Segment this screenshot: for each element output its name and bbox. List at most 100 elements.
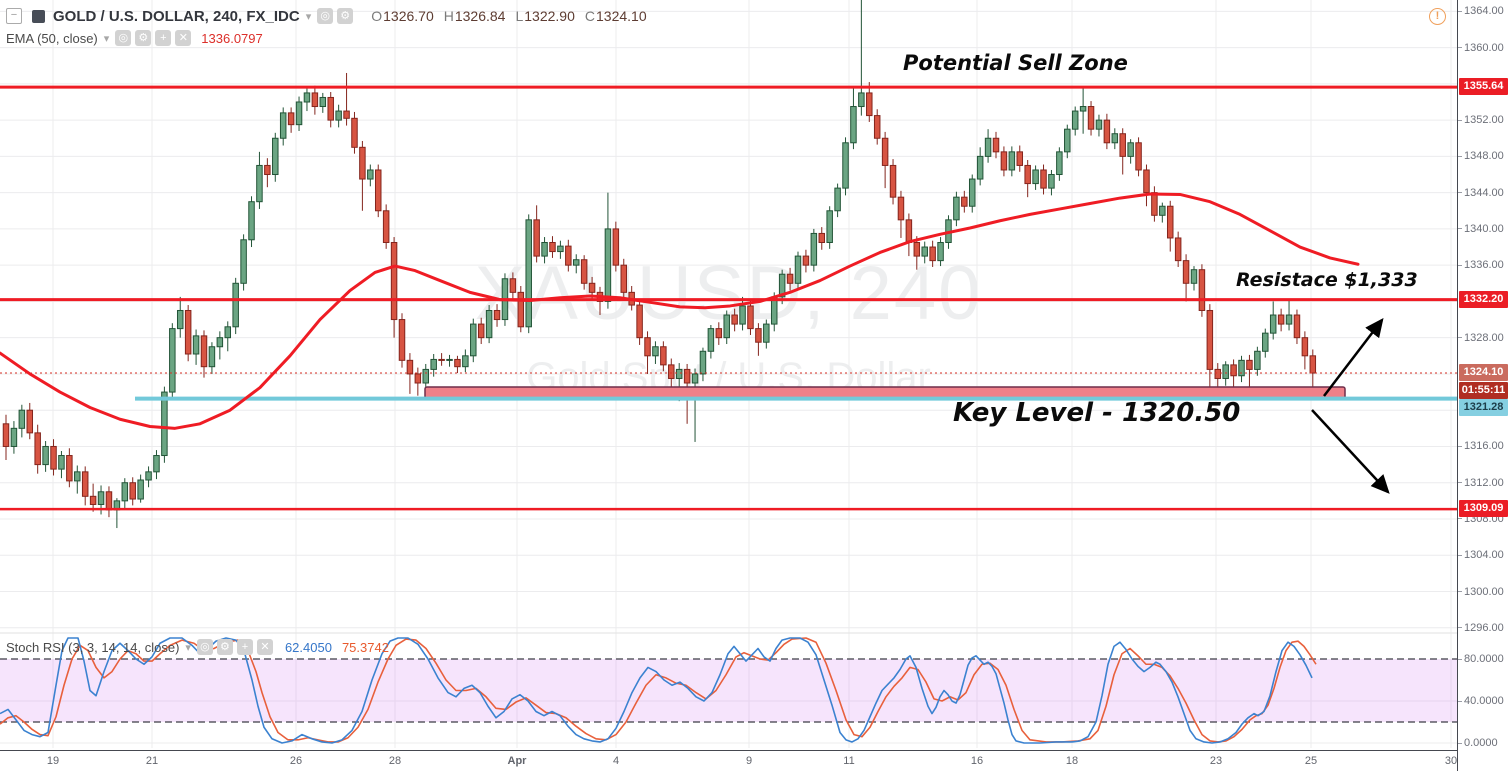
candle-body: [961, 196, 968, 207]
candle-body: [1064, 128, 1071, 153]
candle-body: [866, 92, 873, 117]
candle-body: [565, 245, 572, 266]
candle-body: [382, 210, 390, 243]
candle-body: [1135, 142, 1142, 171]
candle-body: [937, 241, 944, 262]
candle-body: [232, 282, 239, 328]
candle-body: [462, 355, 469, 368]
candle-body: [921, 246, 928, 257]
candle-body: [295, 101, 303, 126]
symbol-title[interactable]: GOLD / U.S. DOLLAR, 240, FX_IDC: [53, 7, 300, 25]
stoch-tick-label: 0.0000: [1464, 737, 1498, 749]
eye-icon[interactable]: ◎: [196, 639, 213, 655]
candle-body: [1182, 260, 1190, 284]
stoch-band: [0, 659, 1457, 722]
candle-body: [549, 241, 556, 253]
open-label: O: [371, 8, 383, 24]
time-tick-label: 9: [745, 755, 753, 767]
trend-arrow-down[interactable]: [1311, 409, 1390, 494]
candle-body: [1269, 314, 1277, 334]
candle-body: [984, 137, 992, 157]
candle-body: [430, 358, 437, 370]
candle-body: [351, 117, 358, 148]
candle-body: [636, 304, 643, 339]
time-tick-label: 16: [970, 755, 984, 767]
add-icon[interactable]: +: [155, 30, 172, 46]
instrument-logo-icon: [32, 9, 45, 23]
candle-body: [327, 96, 334, 121]
candle-body: [905, 219, 913, 243]
time-tick-label: 26: [289, 755, 303, 767]
candle-body: [541, 241, 548, 257]
close-icon[interactable]: ✕: [175, 30, 192, 46]
candle-body: [572, 259, 580, 266]
time-tick-label: 21: [145, 755, 159, 767]
trend-arrow-up[interactable]: [1323, 318, 1384, 397]
stoch-legend-name[interactable]: Stoch RSI (3, 3, 14, 14, close): [6, 639, 180, 655]
chevron-down-icon[interactable]: ▾: [103, 32, 110, 45]
price-tick-label: 1348.00: [1464, 150, 1504, 163]
annotation-potential-sell-zone[interactable]: Potential Sell Zone: [903, 51, 1128, 75]
candle-body: [715, 328, 723, 339]
candle-body: [169, 328, 176, 393]
time-axis[interactable]: 19 21 26 28 Apr 4 9 11 16 18 23 25 30: [0, 750, 1508, 771]
close-icon[interactable]: ✕: [256, 639, 273, 655]
candle-body: [763, 323, 770, 343]
candle-body: [1166, 205, 1174, 239]
candle-body: [897, 196, 905, 221]
candle-body: [264, 164, 271, 176]
candle-body: [256, 164, 263, 203]
time-tick-label: 4: [612, 755, 620, 767]
candle-body: [731, 314, 738, 325]
candle-body: [588, 282, 596, 293]
candle-body: [1262, 332, 1269, 352]
price-tick-label: 1344.00: [1464, 186, 1504, 199]
candle-body: [1103, 119, 1111, 144]
candle-body: [683, 368, 691, 384]
high-value: 1326.84: [454, 8, 506, 24]
bar-countdown-label: 01:55:11: [1459, 381, 1508, 399]
candle-body: [1174, 237, 1182, 262]
eye-icon[interactable]: ◎: [115, 30, 132, 46]
candle-body: [755, 328, 762, 343]
candle-body: [454, 358, 461, 368]
chevron-down-icon[interactable]: ▾: [185, 641, 191, 654]
candle-body: [105, 491, 113, 511]
candle-body: [1214, 368, 1222, 379]
candle-body: [1143, 169, 1150, 194]
annotation-resistance[interactable]: Resistace $1,333: [1236, 269, 1418, 291]
candle-body: [1040, 169, 1047, 189]
candle-body: [517, 291, 525, 328]
collapse-pane-icon[interactable]: −: [6, 8, 22, 24]
price-axis[interactable]: 1364.00 1360.00 1352.00 1348.00 1344.00 1340.…: [1457, 0, 1508, 771]
candle-body: [786, 273, 794, 284]
price-tick-label: 1304.00: [1464, 549, 1504, 562]
gear-icon[interactable]: ⚙: [337, 8, 354, 24]
candle-body: [1206, 309, 1214, 370]
price-tick-label: 1340.00: [1464, 222, 1504, 235]
annotation-key-level[interactable]: Key Level - 1320.50: [953, 398, 1241, 428]
candle-body: [968, 178, 976, 207]
chevron-down-icon[interactable]: ▾: [305, 10, 312, 23]
candle-body: [810, 232, 818, 266]
low-value: 1322.90: [524, 8, 575, 24]
add-icon[interactable]: +: [236, 639, 253, 655]
candle-body: [913, 241, 921, 257]
ema-line[interactable]: [0, 192, 1360, 430]
high-label: H: [443, 8, 454, 24]
eye-icon[interactable]: ◎: [317, 8, 334, 24]
ema-value: 1336.0797: [201, 30, 263, 46]
axis-tick: [1458, 10, 1462, 12]
alert-warning-icon[interactable]: !: [1429, 8, 1446, 25]
candle-body: [1008, 151, 1016, 171]
candle-body: [834, 187, 841, 212]
gear-icon[interactable]: ⚙: [216, 639, 233, 655]
candle-body: [620, 264, 628, 293]
symbol-legend: − GOLD / U.S. DOLLAR, 240, FX_IDC ▾ ◎ ⚙ …: [6, 6, 647, 26]
ema-legend-name[interactable]: EMA (50, close): [6, 30, 98, 46]
time-tick-label: 25: [1304, 755, 1318, 767]
candle-body: [889, 164, 897, 198]
candle-body: [699, 350, 707, 375]
gear-icon[interactable]: ⚙: [135, 30, 152, 46]
